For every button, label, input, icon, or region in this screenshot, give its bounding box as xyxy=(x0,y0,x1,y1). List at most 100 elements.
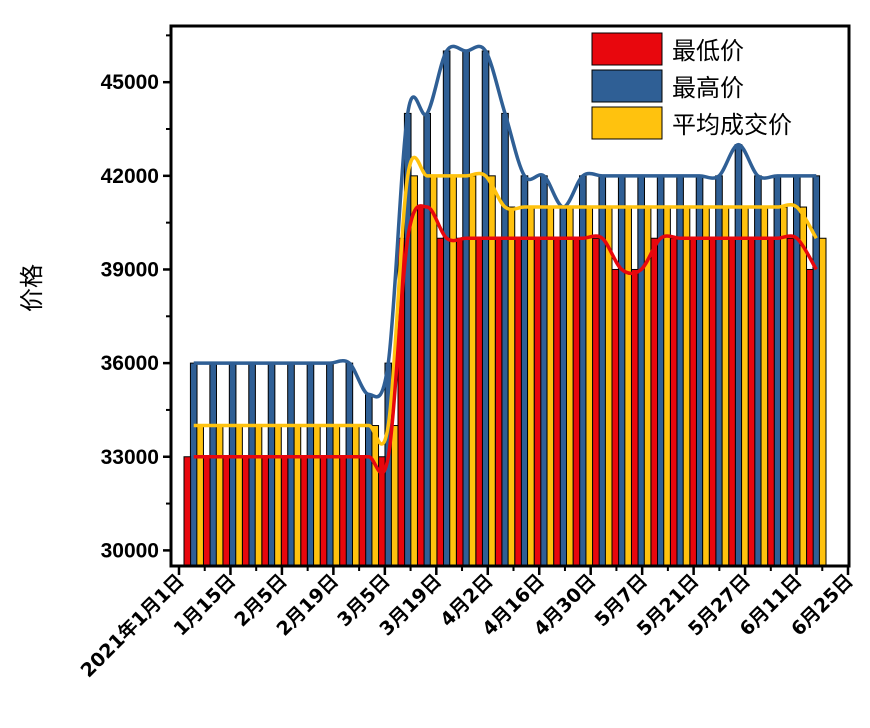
bar-series2-10 xyxy=(390,425,399,567)
bar-series0-18 xyxy=(533,237,542,567)
bar-series2-11 xyxy=(410,175,418,567)
bar-series1-16 xyxy=(501,112,509,567)
bar-series2-26 xyxy=(702,206,710,567)
bar-series0-8 xyxy=(339,456,347,567)
bar-series0-21 xyxy=(592,237,600,567)
bar-series2-17 xyxy=(527,206,535,567)
bar-series0-19 xyxy=(553,237,561,567)
bar-series0-17 xyxy=(514,237,522,567)
bar-series2-6 xyxy=(313,425,321,567)
bar-series0-31 xyxy=(786,237,795,567)
bar-series0-9 xyxy=(358,456,367,567)
bar-series2-25 xyxy=(682,206,691,567)
bar-series1-30 xyxy=(773,175,782,567)
bar-series0-23 xyxy=(630,268,639,567)
y-tick-label-0: 30000 xyxy=(101,539,159,562)
bar-series0-27 xyxy=(708,237,717,567)
bar-series1-21 xyxy=(598,175,607,567)
bar-series0-25 xyxy=(669,237,678,567)
bar-series2-19 xyxy=(565,206,574,567)
bar-series0-30 xyxy=(767,237,775,567)
bar-series2-16 xyxy=(507,206,516,567)
bar-series1-3 xyxy=(248,362,256,567)
bar-series1-4 xyxy=(267,362,276,567)
bar-series0-14 xyxy=(455,237,464,567)
bar-series1-8 xyxy=(345,362,354,567)
bar-series0-6 xyxy=(300,456,308,567)
bar-series1-29 xyxy=(754,175,762,567)
bar-series2-5 xyxy=(293,425,302,567)
bar-series1-2 xyxy=(228,362,237,567)
bar-series2-31 xyxy=(799,206,808,567)
bar-series1-23 xyxy=(637,175,645,567)
bar-series1-15 xyxy=(481,50,490,567)
y-tick-label-5: 45000 xyxy=(101,71,159,94)
legend-swatch-1 xyxy=(591,69,663,103)
bar-series2-8 xyxy=(351,425,360,567)
bar-series2-21 xyxy=(604,206,613,567)
bar-series2-29 xyxy=(760,206,769,567)
bar-series1-26 xyxy=(695,175,704,567)
y-tick-label-3: 39000 xyxy=(101,258,159,281)
bar-series1-13 xyxy=(442,50,451,567)
legend-label-2: 平均成交价 xyxy=(672,111,792,139)
bar-series0-13 xyxy=(436,237,445,567)
bar-series1-9 xyxy=(365,393,373,567)
bar-series1-20 xyxy=(579,175,587,567)
bar-series0-15 xyxy=(475,237,483,567)
bar-series1-6 xyxy=(306,362,315,567)
bar-series2-18 xyxy=(546,206,555,567)
plot-frame xyxy=(169,24,851,568)
bar-series0-5 xyxy=(280,456,289,567)
y-tick-label-2: 36000 xyxy=(101,352,159,375)
bar-series0-20 xyxy=(572,237,581,567)
bar-series0-3 xyxy=(241,456,250,567)
bar-series2-1 xyxy=(215,425,224,567)
y-axis-title: 价格 xyxy=(18,264,46,312)
bar-series0-32 xyxy=(806,268,814,567)
smooth-lines-layer xyxy=(193,44,818,475)
bar-series2-12 xyxy=(429,175,438,567)
bar-series1-17 xyxy=(520,175,529,567)
bar-series1-14 xyxy=(462,50,470,567)
bar-series1-0 xyxy=(189,362,198,567)
bar-series1-24 xyxy=(656,175,665,567)
bar-series2-13 xyxy=(449,175,457,567)
bar-series2-2 xyxy=(235,425,243,567)
bar-series2-14 xyxy=(468,175,477,567)
bar-series0-29 xyxy=(747,237,756,567)
bar-series2-24 xyxy=(663,206,671,567)
bar-series0-2 xyxy=(222,456,231,567)
y-tick-label-1: 33000 xyxy=(101,446,159,469)
bar-series0-22 xyxy=(611,268,620,567)
bar-series1-12 xyxy=(423,112,431,567)
bar-series2-3 xyxy=(254,425,263,567)
y-tick-label-4: 42000 xyxy=(101,165,159,188)
bar-series2-28 xyxy=(741,206,749,567)
bar-series2-4 xyxy=(274,425,282,567)
bar-series1-7 xyxy=(326,362,334,567)
bar-series1-27 xyxy=(715,175,723,567)
bar-series2-9 xyxy=(371,425,380,567)
legend-swatch-2 xyxy=(591,106,663,140)
bar-series2-15 xyxy=(488,175,496,567)
bar-series2-27 xyxy=(721,206,730,567)
smooth-line-series1 xyxy=(193,44,817,399)
bar-series1-18 xyxy=(540,175,548,567)
bar-series2-22 xyxy=(624,206,632,567)
legend-label-1: 最高价 xyxy=(672,74,744,102)
bar-series1-19 xyxy=(559,206,568,567)
bar-series1-1 xyxy=(209,362,217,567)
bar-series0-12 xyxy=(416,206,425,567)
bar-series2-0 xyxy=(196,425,204,567)
bar-series0-4 xyxy=(261,456,269,567)
smooth-line-series0 xyxy=(193,204,818,475)
bar-series0-28 xyxy=(728,237,736,567)
bar-series0-16 xyxy=(494,237,503,567)
bar-series2-30 xyxy=(779,206,788,567)
smooth-line-series2 xyxy=(193,155,818,446)
legend-label-0: 最低价 xyxy=(672,37,744,65)
